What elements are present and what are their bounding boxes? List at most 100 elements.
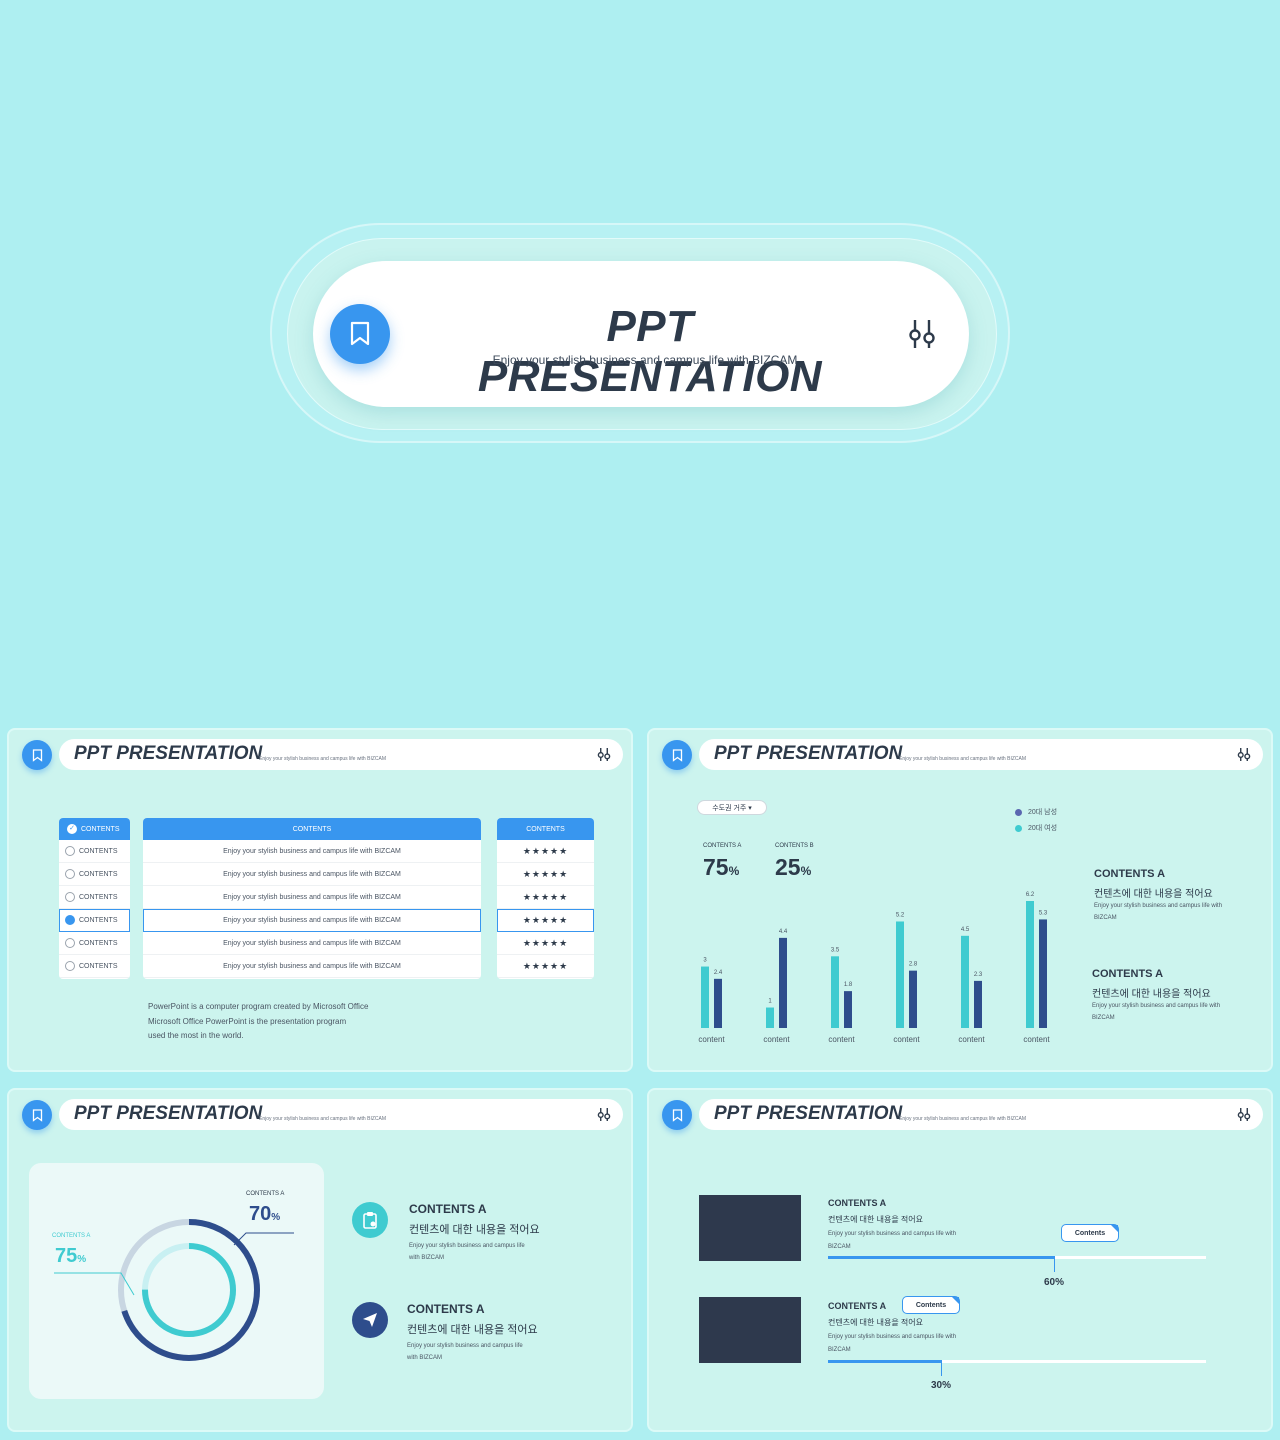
inner-unit: % xyxy=(77,1254,87,1265)
slide-bookmark-button[interactable] xyxy=(22,740,52,770)
category-label: content xyxy=(1023,1035,1050,1044)
table-row: Enjoy your stylish business and campus l… xyxy=(143,863,481,886)
rating-column: CONTENTS ★★★★★ ★★★★★ ★★★★★ ★★★★★ ★★★★★ ★★★★★ xyxy=(497,818,594,979)
slide-bookmark-button[interactable] xyxy=(22,1100,52,1130)
progress-marker xyxy=(941,1360,942,1376)
checklist-column: ✓ CONTENTS CONTENTS CONTENTS CONTENTS CONTE… xyxy=(59,818,130,979)
checklist-row-label: CONTENTS xyxy=(79,939,118,947)
slide-bookmark-button[interactable] xyxy=(662,740,692,770)
bar xyxy=(974,980,982,1028)
bookmark-icon xyxy=(672,1108,682,1122)
note-text: PowerPoint is a computer program created… xyxy=(148,1000,448,1044)
clipboard-icon xyxy=(363,1212,377,1229)
hero-bookmark-button[interactable] xyxy=(330,304,390,364)
kpi-value: 25% xyxy=(775,854,811,881)
bar-value-label: 1.8 xyxy=(844,982,853,988)
inner-ring-progress xyxy=(142,1243,236,1337)
item-heading: CONTENTS A xyxy=(407,1302,485,1316)
bar-value-label: 6.2 xyxy=(1026,892,1035,898)
bar xyxy=(844,991,852,1028)
radio-button[interactable] xyxy=(65,869,75,879)
slide-subtitle: Enjoy your stylish business and campus l… xyxy=(259,1116,386,1122)
checklist-header-label: CONTENTS xyxy=(81,825,120,833)
slide-header: PPT PRESENTATION Enjoy your stylish busi… xyxy=(59,739,623,770)
image-placeholder xyxy=(699,1297,801,1363)
kpi-unit: % xyxy=(728,864,740,878)
star-rating: ★★★★★ xyxy=(522,845,569,856)
sliders-icon[interactable] xyxy=(907,318,937,350)
outer-unit: % xyxy=(271,1212,281,1223)
item-text-line: with BIZCAM xyxy=(407,1355,443,1361)
bookmark-icon xyxy=(672,748,682,762)
slide-header: PPT PRESENTATION Enjoy your stylish busi… xyxy=(59,1099,623,1130)
checklist-row[interactable]: CONTENTS xyxy=(59,840,130,863)
slide-bar-chart: PPT PRESENTATION Enjoy your stylish busi… xyxy=(647,728,1273,1072)
item-text: Enjoy your stylish business and campus l… xyxy=(828,1228,956,1254)
inner-number: 75 xyxy=(55,1245,78,1267)
side-korean: 컨텐츠에 대한 내용을 적어요 xyxy=(1094,889,1213,900)
slide-title: PPT PRESENTATION xyxy=(714,743,903,764)
bar-value-label: 4.4 xyxy=(779,929,788,935)
slide-bookmark-button[interactable] xyxy=(662,1100,692,1130)
legend-item: 20대 남성 xyxy=(1015,807,1057,817)
side-heading: CONTENTS A xyxy=(1092,968,1164,980)
bar-value-label: 3 xyxy=(703,958,707,964)
legend-label: 20대 남성 xyxy=(1028,809,1058,816)
kpi-label: CONTENTS B xyxy=(775,843,814,849)
star-rating: ★★★★★ xyxy=(522,868,569,879)
radio-button[interactable] xyxy=(65,892,75,902)
item-text: Enjoy your stylish business and campus l… xyxy=(828,1331,956,1357)
category-label: content xyxy=(958,1035,985,1044)
checklist-row[interactable]: CONTENTS xyxy=(59,909,130,932)
paper-plane-icon-badge xyxy=(352,1302,388,1338)
checklist-row-label: CONTENTS xyxy=(79,893,118,901)
item-heading: CONTENTS A xyxy=(828,1198,887,1208)
note-line: Microsoft Office PowerPoint is the prese… xyxy=(148,1016,347,1026)
legend-item: 20대 여성 xyxy=(1015,823,1057,833)
legend-label: 20대 여성 xyxy=(1028,825,1058,832)
hero-title: PPT PRESENTATION xyxy=(477,302,823,401)
sliders-icon[interactable] xyxy=(1237,1106,1251,1123)
checklist-row[interactable]: CONTENTS xyxy=(59,932,130,955)
hero-subtitle: Enjoy your stylish business and campus l… xyxy=(492,353,798,367)
category-label: content xyxy=(763,1035,790,1044)
bar xyxy=(766,1007,774,1028)
description-header: CONTENTS xyxy=(143,818,481,840)
bar-value-label: 5.3 xyxy=(1039,910,1048,916)
side-korean: 컨텐츠에 대한 내용을 적어요 xyxy=(1092,989,1211,1000)
checklist-row[interactable]: CONTENTS xyxy=(59,955,130,978)
progress-fill xyxy=(828,1256,1055,1259)
region-dropdown[interactable]: 수도권 거주 ▾ xyxy=(697,800,767,815)
slide-subtitle: Enjoy your stylish business and campus l… xyxy=(899,1116,1026,1122)
item-korean: 컨텐츠에 대한 내용을 적어요 xyxy=(828,1215,923,1224)
checklist-row[interactable]: CONTENTS xyxy=(59,863,130,886)
bar-value-label: 2.3 xyxy=(974,972,983,978)
checklist-row-label: CONTENTS xyxy=(79,870,118,878)
rating-row: ★★★★★ xyxy=(497,909,594,932)
bar xyxy=(701,966,709,1028)
outer-label: CONTENTS A xyxy=(246,1191,285,1197)
item-heading: CONTENTS A xyxy=(409,1202,487,1216)
clipboard-icon-badge xyxy=(352,1202,388,1238)
item-heading: CONTENTS A xyxy=(828,1301,887,1311)
checklist-row-label: CONTENTS xyxy=(79,962,118,970)
sliders-icon[interactable] xyxy=(597,746,611,763)
slide-donut: PPT PRESENTATION Enjoy your stylish busi… xyxy=(7,1088,633,1432)
radio-button[interactable] xyxy=(65,938,75,948)
radio-button[interactable] xyxy=(65,961,75,971)
note-line: used the most in the world. xyxy=(148,1031,244,1040)
bar-value-label: 5.2 xyxy=(896,912,905,918)
sliders-icon[interactable] xyxy=(1237,746,1251,763)
slide-header: PPT PRESENTATION Enjoy your stylish busi… xyxy=(699,1099,1263,1130)
progress-fill xyxy=(828,1360,942,1363)
checklist-row[interactable]: CONTENTS xyxy=(59,886,130,909)
item-text: Enjoy your stylish business and campus l… xyxy=(409,1240,525,1264)
kpi-label: CONTENTS A xyxy=(703,843,742,849)
side-heading: CONTENTS A xyxy=(1094,868,1166,880)
description-column: CONTENTS Enjoy your stylish business and… xyxy=(143,818,481,979)
sliders-icon[interactable] xyxy=(597,1106,611,1123)
bar xyxy=(1039,919,1047,1028)
radio-button[interactable] xyxy=(65,846,75,856)
progress-percent: 60% xyxy=(1044,1277,1065,1288)
radio-button[interactable] xyxy=(65,915,75,925)
